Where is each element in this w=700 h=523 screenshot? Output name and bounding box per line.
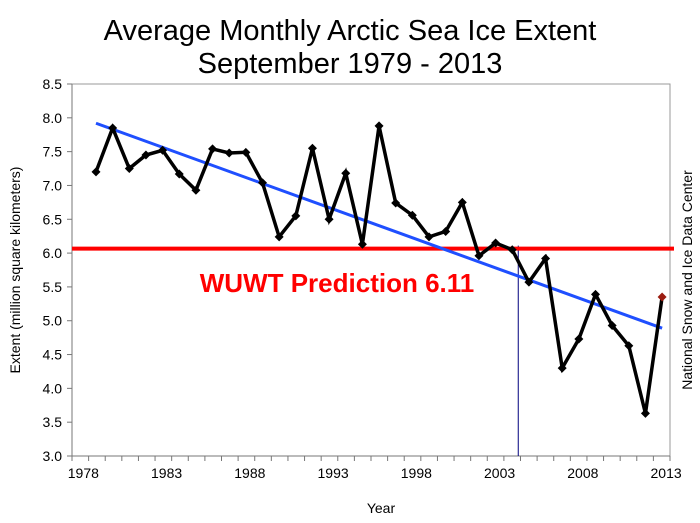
data-point-1980 xyxy=(108,123,118,133)
trend-line xyxy=(95,121,663,330)
x-tick-label: 1988 xyxy=(234,465,265,481)
data-point-1996 xyxy=(374,121,384,131)
y-tick-label: 7.0 xyxy=(43,177,63,193)
data-point-2010 xyxy=(607,320,617,330)
data-point-1985 xyxy=(191,185,201,195)
data-point-2002 xyxy=(474,251,484,261)
data-point-2007 xyxy=(557,363,567,373)
x-tick-label: 1983 xyxy=(151,465,182,481)
data-point-2008 xyxy=(574,334,584,344)
y-tick-label: 6.5 xyxy=(43,211,63,227)
y-tick-label: 6.0 xyxy=(43,245,63,261)
data-point-2013 xyxy=(657,292,667,302)
x-axis-label: Year xyxy=(367,500,396,516)
y-tick-label: 5.5 xyxy=(43,279,63,295)
data-point-2003 xyxy=(491,238,501,248)
data-point-2009 xyxy=(591,289,600,299)
data-point-1979 xyxy=(91,167,101,177)
x-tick-label: 2003 xyxy=(484,465,515,481)
source-label: National Snow and Ice Data Center xyxy=(679,170,695,390)
data-point-1999 xyxy=(424,232,434,242)
chart-title-line1: Average Monthly Arctic Sea Ice Extent xyxy=(104,15,597,47)
prediction-annotation: WUWT Prediction 6.11 xyxy=(200,268,475,298)
y-axis-label: Extent (million square kilometers) xyxy=(7,167,23,374)
data-point-1982 xyxy=(141,150,151,160)
data-point-2001 xyxy=(457,197,467,207)
data-point-2006 xyxy=(541,254,551,264)
y-tick-label: 8.5 xyxy=(43,76,63,92)
y-tick-label: 4.5 xyxy=(43,347,63,363)
data-point-1992 xyxy=(307,143,317,153)
x-tick-label: 1993 xyxy=(318,465,349,481)
y-tick-label: 3.5 xyxy=(43,414,63,430)
y-tick-label: 5.0 xyxy=(43,313,63,329)
data-point-1987 xyxy=(224,148,234,158)
x-tick-label: 1998 xyxy=(401,465,432,481)
data-point-1983 xyxy=(158,145,168,155)
data-point-1998 xyxy=(407,210,417,220)
data-point-2004 xyxy=(507,245,517,255)
chart-title-line2: September 1979 - 2013 xyxy=(198,48,503,80)
x-tick-label: 2008 xyxy=(567,465,598,481)
y-tick-label: 4.0 xyxy=(43,380,63,396)
data-point-2012 xyxy=(640,408,650,418)
data-point-1986 xyxy=(208,144,218,154)
data-point-2005 xyxy=(524,277,534,287)
data-point-1993 xyxy=(324,214,334,224)
data-point-1990 xyxy=(274,232,284,242)
data-point-2011 xyxy=(624,341,634,351)
data-point-1997 xyxy=(391,198,401,208)
data-point-1984 xyxy=(174,169,184,179)
data-point-1991 xyxy=(291,211,301,221)
y-tick-label: 7.5 xyxy=(43,144,63,160)
data-point-2000 xyxy=(441,226,451,236)
data-point-1988 xyxy=(241,147,251,157)
data-point-1981 xyxy=(124,164,134,174)
data-point-1989 xyxy=(258,178,267,188)
x-tick-label: 2013 xyxy=(651,465,682,481)
y-tick-label: 8.0 xyxy=(43,110,63,126)
y-tick-label: 3.0 xyxy=(43,448,63,464)
data-point-1994 xyxy=(341,168,351,178)
data-point-1995 xyxy=(357,239,367,249)
x-tick-label: 1978 xyxy=(68,465,99,481)
